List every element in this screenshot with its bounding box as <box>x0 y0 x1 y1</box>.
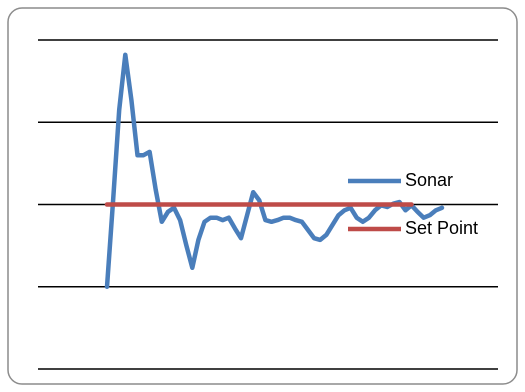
chart-frame <box>7 7 518 385</box>
legend-label: Set Point <box>405 218 478 238</box>
legend-label: Sonar <box>405 170 453 190</box>
